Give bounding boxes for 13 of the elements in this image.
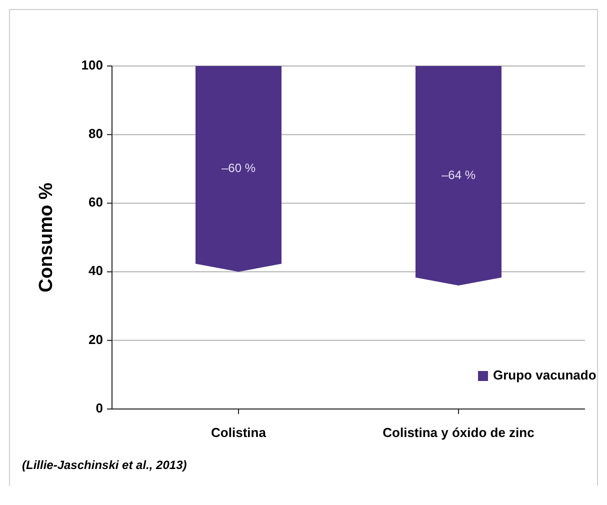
- y-tick-label: 80: [88, 126, 103, 142]
- y-tick-label: 100: [81, 57, 103, 72]
- y-axis-title: Consumo %: [36, 182, 57, 292]
- y-tick-label: 0: [96, 400, 103, 416]
- y-tick-label: 40: [88, 263, 103, 278]
- text: (Lillie-Jaschinski et al., 2013): [22, 458, 187, 472]
- y-tick-label: 60: [88, 194, 103, 210]
- data-label: –64 %: [441, 168, 476, 182]
- x-tick-label: Colistina y óxido de zinc: [382, 425, 534, 440]
- y-tick-label: 20: [88, 332, 103, 347]
- legend-label: Grupo vacunado: [493, 367, 596, 382]
- x-tick-label: Colistina: [211, 425, 267, 440]
- data-label: –60 %: [221, 161, 256, 176]
